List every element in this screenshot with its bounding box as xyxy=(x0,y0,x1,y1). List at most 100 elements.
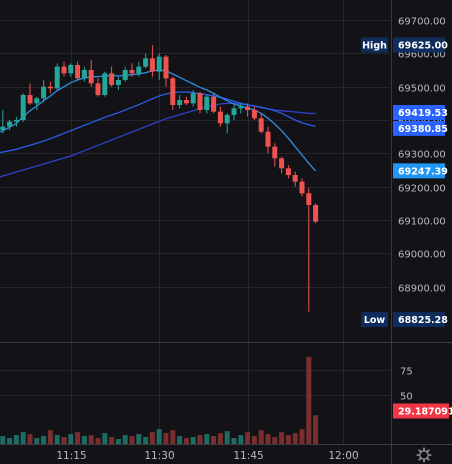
candle-body xyxy=(61,66,67,74)
candle-body xyxy=(27,95,33,104)
candle-up xyxy=(20,93,26,122)
volume-tag-value: 29.187091 xyxy=(398,407,452,418)
candle-up xyxy=(238,103,244,114)
volume-bar xyxy=(129,436,135,444)
candle-body xyxy=(88,70,94,84)
volume-bar xyxy=(265,434,271,444)
price-tick-label: 69100.00 xyxy=(398,217,446,228)
candle-up xyxy=(231,105,237,120)
volume-bar xyxy=(47,430,53,444)
high-tag: High 69625.00 xyxy=(361,37,448,53)
candle-body xyxy=(211,96,217,112)
low-tag-value-bg xyxy=(393,312,445,328)
volume-bar xyxy=(279,432,285,444)
ma-slow-tag: 69419.53 xyxy=(393,104,448,120)
candle-down xyxy=(258,113,264,134)
candle-up xyxy=(7,120,13,130)
candle-down xyxy=(163,55,169,87)
price-tick-label: 69700.00 xyxy=(398,17,446,28)
high-tag-label: High xyxy=(362,41,387,52)
candle-down xyxy=(299,178,305,197)
candle-body xyxy=(292,175,298,182)
volume-bar xyxy=(170,430,176,444)
volume-bar xyxy=(75,432,81,444)
ma-fast-tag-value: 69247.39 xyxy=(398,166,448,177)
price-tick-label: 68900.00 xyxy=(398,284,446,295)
candle-body xyxy=(306,193,312,205)
candle-body xyxy=(0,126,6,130)
candle-body xyxy=(217,111,223,124)
candle-down xyxy=(129,63,135,77)
candle-body xyxy=(279,158,285,169)
candle-body xyxy=(68,65,74,74)
candle-body xyxy=(95,83,101,95)
candle-body xyxy=(34,98,40,104)
volume-bar xyxy=(238,435,244,444)
candle-down xyxy=(306,188,312,312)
price-tick-label: 69600.00 xyxy=(398,50,446,61)
candle-body xyxy=(54,66,60,89)
candle-body xyxy=(149,58,155,72)
volume-bar xyxy=(20,432,26,444)
volume-tick-label: 50 xyxy=(400,392,413,403)
candle-up xyxy=(0,110,6,134)
candle-body xyxy=(183,100,189,104)
time-tick-label: 11:45 xyxy=(233,450,263,462)
candle-down xyxy=(61,61,67,77)
candle-down xyxy=(27,83,33,105)
volume-bar xyxy=(0,436,6,444)
candle-up xyxy=(34,96,40,110)
ma-mid-tag-value: 69380.85 xyxy=(398,124,448,135)
volume-bar xyxy=(163,433,169,444)
candle-down xyxy=(285,165,291,179)
low-tag-value: 68825.28 xyxy=(398,315,448,326)
candle-up xyxy=(143,53,149,69)
volume-bar xyxy=(156,429,162,444)
candle-body xyxy=(224,115,230,124)
volume-bar xyxy=(251,436,257,444)
volume-bar xyxy=(88,435,94,444)
candle-body xyxy=(265,131,271,147)
volume-tick-label: 75 xyxy=(400,367,413,378)
candle-body xyxy=(129,70,135,74)
time-tick-label: 12:00 xyxy=(328,450,358,462)
candle-up xyxy=(13,116,19,127)
volume-bar xyxy=(61,437,67,444)
price-tick-label: 69300.00 xyxy=(398,150,446,161)
candle-up xyxy=(136,61,142,77)
candle-down xyxy=(183,96,189,105)
settings-button[interactable] xyxy=(416,447,432,463)
price-tick-label: 69000.00 xyxy=(398,250,446,261)
ma-slow-tag-value: 69419.53 xyxy=(398,108,448,119)
candle-down xyxy=(272,143,278,167)
candle-body xyxy=(272,146,278,159)
volume-bar xyxy=(313,415,319,444)
low-tag-label-bg xyxy=(361,312,388,328)
volume-bar xyxy=(7,438,13,444)
candle-body xyxy=(170,78,176,105)
candle-body xyxy=(41,86,47,99)
volume-bar xyxy=(34,438,40,444)
volume-bars xyxy=(0,356,319,444)
gear-icon xyxy=(416,447,432,463)
volume-bar xyxy=(109,437,115,444)
candle-down xyxy=(245,103,251,117)
volume-bar xyxy=(54,435,60,444)
candle-down xyxy=(109,66,115,87)
candle-body xyxy=(143,58,149,67)
volume-bar xyxy=(211,436,217,444)
candle-body xyxy=(299,181,305,194)
volume-bar xyxy=(306,356,312,444)
ma-mid-tag-value-bg xyxy=(393,120,445,136)
candle-body xyxy=(258,118,264,132)
volume-bar xyxy=(292,433,298,444)
candle-body xyxy=(163,56,169,79)
volume-bar xyxy=(13,435,19,444)
candle-up xyxy=(102,71,108,97)
volume-tag: 29.187091 xyxy=(393,403,452,419)
candle-body xyxy=(115,80,121,85)
volume-bar xyxy=(245,432,251,444)
